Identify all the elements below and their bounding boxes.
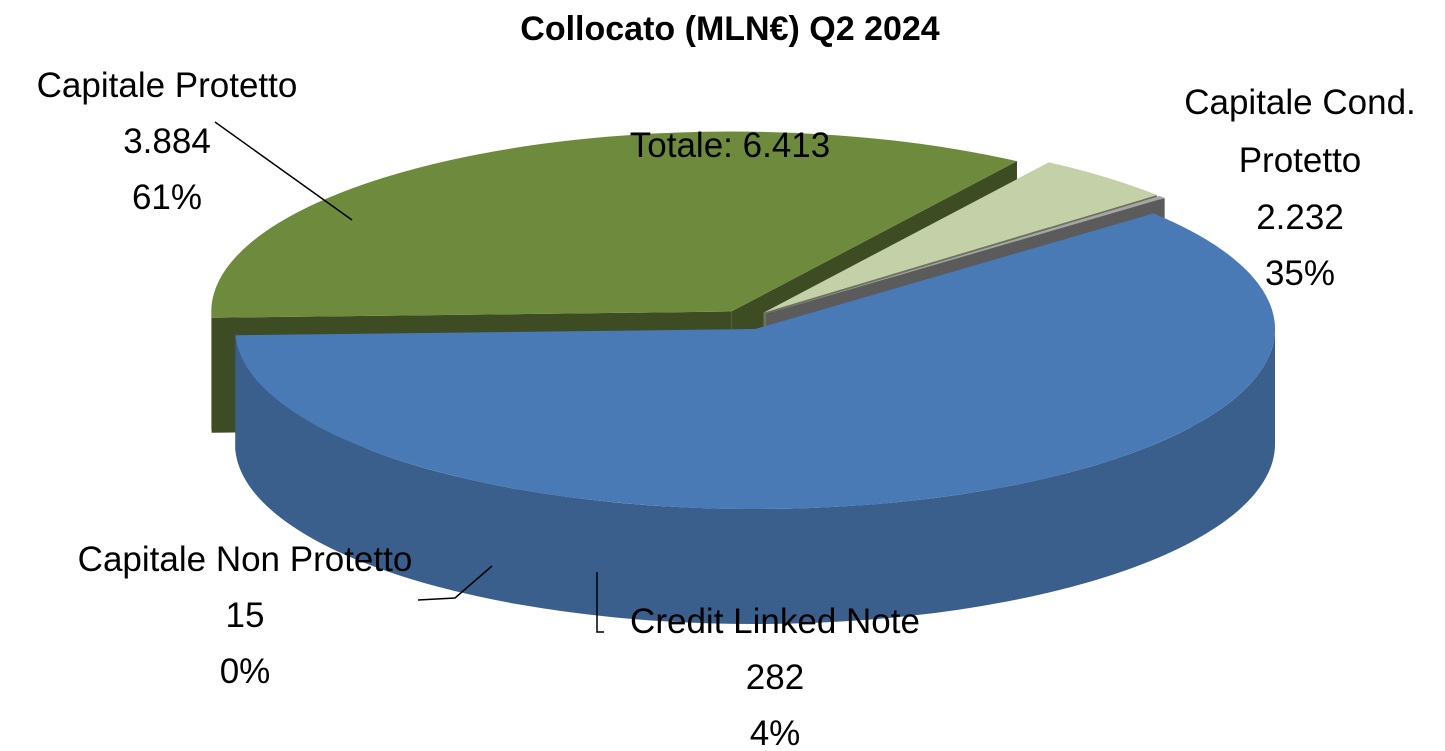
percent-label: 0% [219,652,271,691]
category-label: Capitale Protetto [36,66,298,105]
pie-slice [235,213,1276,625]
total-annotation: Totale: 6.413 [629,126,831,165]
category-label: Capitale Cond. Protetto [1184,83,1416,180]
percent-label: 35% [1264,254,1336,293]
value-label: 2.232 [1256,198,1344,237]
value-label: 3.884 [123,122,211,161]
slice-label: Credit Linked Note 282 4% [630,594,920,751]
leader-line [214,121,353,221]
value-label: 282 [745,658,805,697]
slice-top [766,195,1165,314]
value-label: 15 [225,596,265,635]
category-label: Capitale Non Protetto [77,540,413,579]
leader-line [417,565,493,601]
percent-label: 61% [131,178,203,217]
percent-label: 4% [749,714,801,751]
category-label: Credit Linked Note [630,602,920,641]
slice-label: Capitale Non Protetto 15 0% [78,532,413,700]
slice-top [211,131,1017,318]
slice-top [235,213,1276,510]
slice-label: Capitale Protetto 3.884 61% [37,58,298,226]
leader-line [596,572,604,633]
slice-top [763,162,1157,313]
chart-title: Collocato (MLN€) Q2 2024 [520,10,940,48]
slices [211,131,1276,625]
slice-label: Capitale Cond. Protetto 2.232 35% [1155,74,1445,302]
slice-side [235,329,1276,625]
